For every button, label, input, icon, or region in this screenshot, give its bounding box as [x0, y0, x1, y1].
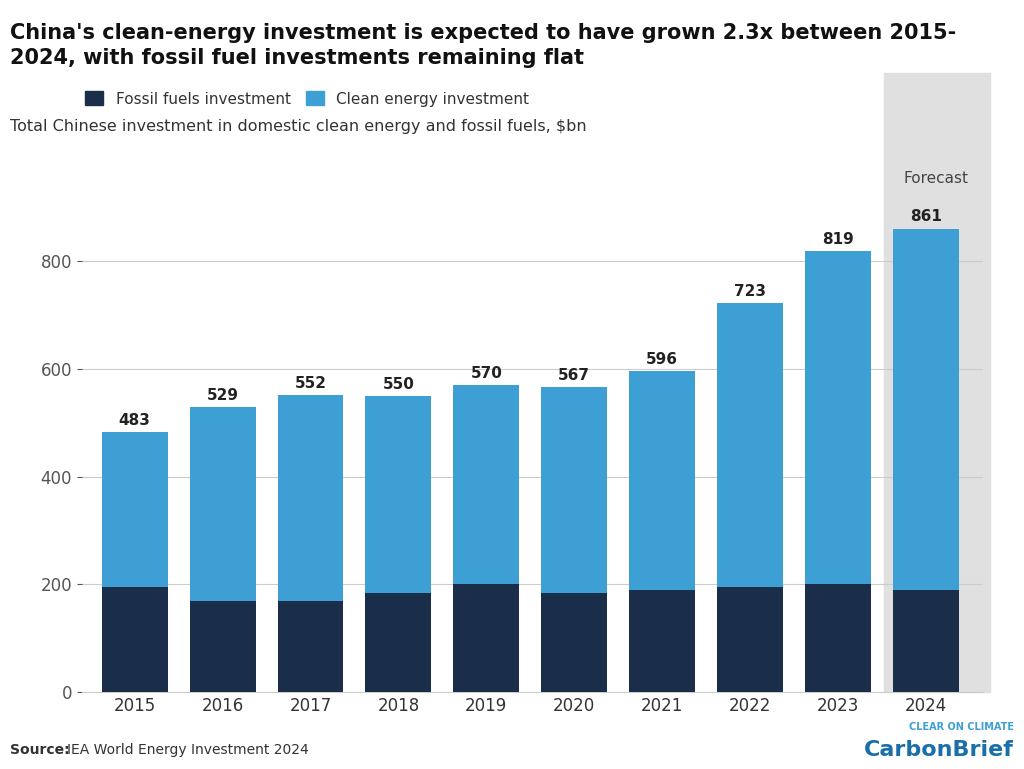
Text: 567: 567 [558, 368, 590, 382]
Text: 550: 550 [383, 377, 415, 391]
Text: CLEAR ON CLIMATE: CLEAR ON CLIMATE [908, 722, 1014, 732]
Text: 596: 596 [646, 352, 678, 367]
Bar [805, 584, 871, 692]
Bar [366, 396, 431, 592]
Bar [189, 408, 256, 601]
Text: 570: 570 [470, 366, 502, 381]
Text: 483: 483 [119, 413, 151, 428]
Bar [893, 590, 958, 692]
Text: 819: 819 [822, 232, 854, 247]
Text: Forecast: Forecast [904, 171, 969, 186]
Text: CarbonBrief: CarbonBrief [864, 740, 1014, 760]
Legend: Fossil fuels investment, Clean energy investment: Fossil fuels investment, Clean energy in… [85, 92, 529, 107]
Text: 723: 723 [734, 284, 766, 298]
Bar [101, 588, 168, 692]
Bar [805, 251, 871, 584]
Bar [189, 601, 256, 692]
Bar [454, 584, 519, 692]
Bar [717, 303, 783, 588]
Text: 861: 861 [910, 209, 942, 225]
Bar [893, 228, 958, 590]
Text: China's clean-energy investment is expected to have grown 2.3x between 2015-
202: China's clean-energy investment is expec… [10, 23, 956, 68]
Text: 529: 529 [207, 388, 239, 403]
Bar [629, 590, 695, 692]
Text: 552: 552 [295, 375, 327, 391]
Bar [542, 387, 607, 592]
Text: Source:: Source: [10, 744, 70, 757]
Bar [542, 592, 607, 692]
Bar [366, 592, 431, 692]
Bar [454, 385, 519, 584]
Bar [278, 395, 343, 601]
Bar [101, 432, 168, 588]
Bar [884, 73, 989, 692]
Bar [278, 601, 343, 692]
Text: Total Chinese investment in domestic clean energy and fossil fuels, $bn: Total Chinese investment in domestic cle… [10, 119, 587, 135]
Bar [717, 588, 783, 692]
Text: IEA World Energy Investment 2024: IEA World Energy Investment 2024 [67, 744, 308, 757]
Bar [629, 371, 695, 590]
